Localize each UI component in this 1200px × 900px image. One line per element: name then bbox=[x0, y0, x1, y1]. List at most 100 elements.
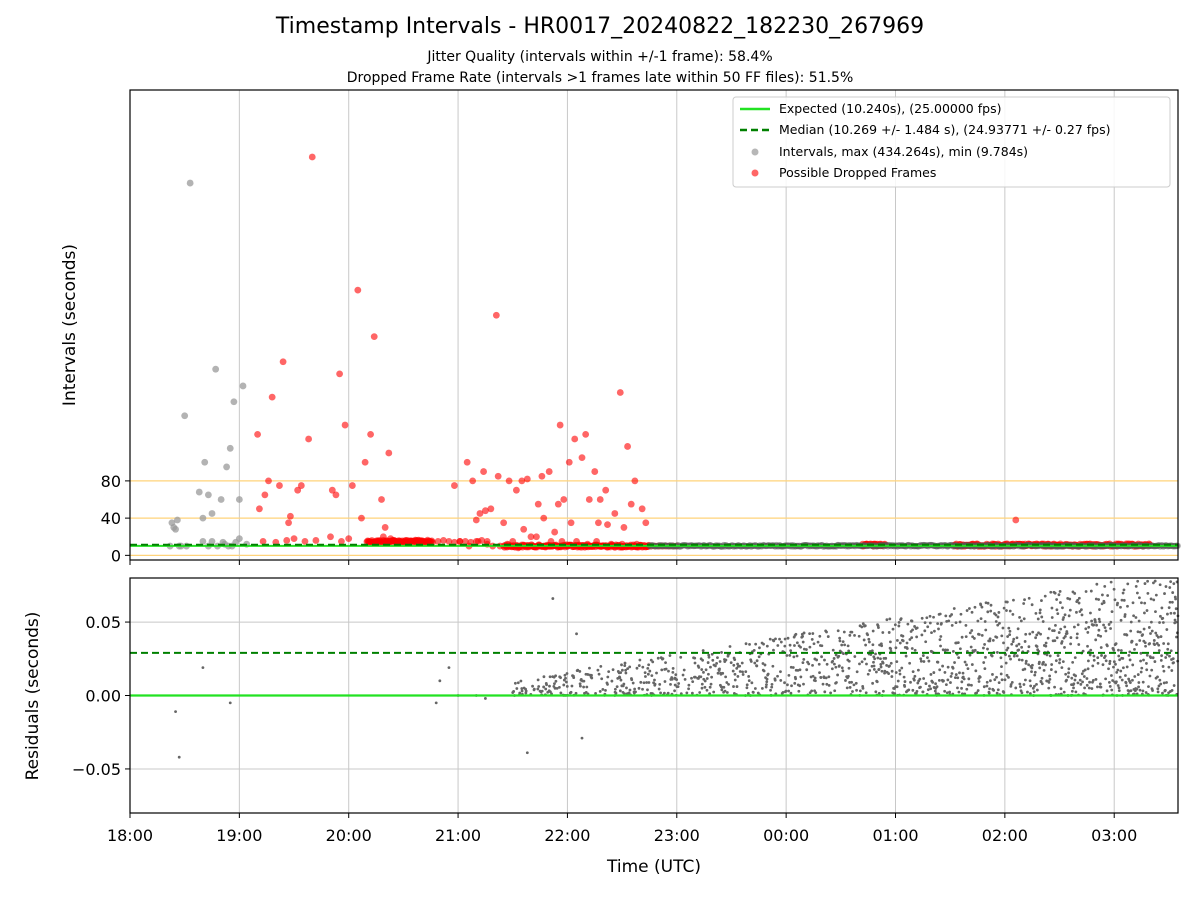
residual-point bbox=[1148, 642, 1152, 645]
residual-point bbox=[1054, 623, 1057, 627]
residual-point bbox=[1061, 660, 1065, 664]
residual-point bbox=[1038, 608, 1042, 612]
residual-point bbox=[789, 691, 793, 695]
top-plot-guide-lines bbox=[130, 480, 1178, 556]
residual-point bbox=[750, 681, 754, 685]
residual-point bbox=[833, 689, 837, 693]
residual-point bbox=[1050, 616, 1054, 619]
residual-point bbox=[969, 645, 973, 649]
residual-point bbox=[1003, 678, 1007, 682]
residual-point bbox=[1046, 636, 1050, 640]
residual-point bbox=[953, 661, 956, 664]
bottom-plot-reference-lines bbox=[130, 651, 1178, 697]
residual-point bbox=[697, 665, 701, 669]
residual-point bbox=[958, 647, 962, 651]
residual-point bbox=[1126, 582, 1130, 586]
residual-point bbox=[860, 660, 864, 664]
residual-point bbox=[538, 689, 542, 693]
residual-point bbox=[846, 644, 850, 648]
x-tick-label: 22:00 bbox=[544, 826, 590, 845]
residual-point bbox=[897, 620, 901, 624]
residual-point bbox=[826, 635, 830, 638]
residual-point bbox=[660, 668, 664, 672]
dropped-frame-point bbox=[463, 458, 471, 466]
residual-point bbox=[174, 710, 177, 714]
residual-point bbox=[685, 691, 689, 695]
residual-point bbox=[786, 636, 790, 640]
dropped-frame-point bbox=[461, 537, 469, 545]
residual-point bbox=[783, 644, 787, 648]
residual-point bbox=[954, 673, 958, 676]
residual-point bbox=[1143, 601, 1147, 605]
residual-point bbox=[975, 691, 979, 695]
residual-point bbox=[177, 755, 181, 759]
residual-point bbox=[762, 642, 765, 646]
residual-point bbox=[822, 676, 826, 680]
residual-point bbox=[1094, 678, 1098, 681]
residual-point bbox=[1062, 616, 1066, 619]
residual-point bbox=[952, 607, 956, 610]
residual-point bbox=[1153, 579, 1157, 583]
residual-point bbox=[623, 661, 627, 665]
normal-interval-point bbox=[223, 463, 230, 471]
normal-interval-point bbox=[208, 510, 216, 517]
residual-point bbox=[1083, 668, 1087, 672]
residual-point bbox=[779, 670, 782, 674]
residual-point bbox=[1121, 656, 1125, 660]
dropped-frame-point bbox=[358, 514, 365, 522]
residual-point bbox=[1143, 641, 1147, 645]
residual-point bbox=[733, 658, 737, 662]
residual-point bbox=[570, 684, 574, 688]
residual-point bbox=[1008, 629, 1012, 633]
normal-interval-point bbox=[186, 179, 194, 187]
residual-point bbox=[1107, 667, 1110, 671]
residual-point bbox=[831, 659, 835, 663]
residual-point bbox=[773, 678, 777, 682]
residual-point bbox=[795, 654, 799, 658]
residual-point bbox=[928, 614, 932, 618]
residual-point bbox=[675, 678, 679, 682]
residual-point bbox=[744, 642, 748, 646]
residual-point bbox=[950, 672, 954, 675]
residual-point bbox=[1070, 676, 1074, 680]
residual-point bbox=[1038, 660, 1041, 664]
residual-point bbox=[613, 687, 617, 691]
residual-point bbox=[1159, 658, 1163, 662]
residual-point bbox=[1022, 683, 1026, 686]
residual-point bbox=[687, 683, 691, 687]
residual-point bbox=[766, 672, 770, 676]
residual-point bbox=[946, 678, 950, 682]
residual-point bbox=[513, 681, 517, 685]
residual-point bbox=[723, 689, 727, 693]
residual-point bbox=[667, 669, 670, 673]
residual-point bbox=[899, 617, 903, 621]
residual-point bbox=[693, 661, 697, 665]
dropped-frame-point bbox=[545, 468, 553, 475]
residual-point bbox=[1158, 583, 1162, 587]
residual-point bbox=[950, 613, 954, 616]
residual-point bbox=[648, 669, 652, 673]
residual-point bbox=[1096, 685, 1099, 689]
residual-point bbox=[836, 673, 840, 677]
residual-point bbox=[683, 677, 687, 681]
residual-point bbox=[1149, 632, 1152, 635]
residual-point bbox=[752, 648, 756, 652]
residual-point bbox=[861, 622, 865, 626]
residual-point bbox=[698, 691, 702, 694]
residual-point bbox=[1015, 654, 1019, 658]
residual-point bbox=[1084, 590, 1088, 593]
residual-point bbox=[551, 597, 555, 600]
residual-point bbox=[861, 686, 865, 690]
residual-point bbox=[834, 653, 838, 657]
residual-point bbox=[967, 683, 971, 687]
residual-point bbox=[805, 668, 809, 672]
residual-point bbox=[1068, 597, 1072, 601]
residual-point bbox=[765, 680, 769, 684]
residual-point bbox=[1138, 688, 1142, 692]
residual-point bbox=[874, 652, 877, 656]
residual-point bbox=[1120, 678, 1124, 682]
residual-point bbox=[874, 690, 878, 694]
residual-point bbox=[1022, 602, 1026, 605]
normal-interval-point bbox=[201, 458, 209, 466]
residual-point bbox=[1129, 689, 1133, 693]
